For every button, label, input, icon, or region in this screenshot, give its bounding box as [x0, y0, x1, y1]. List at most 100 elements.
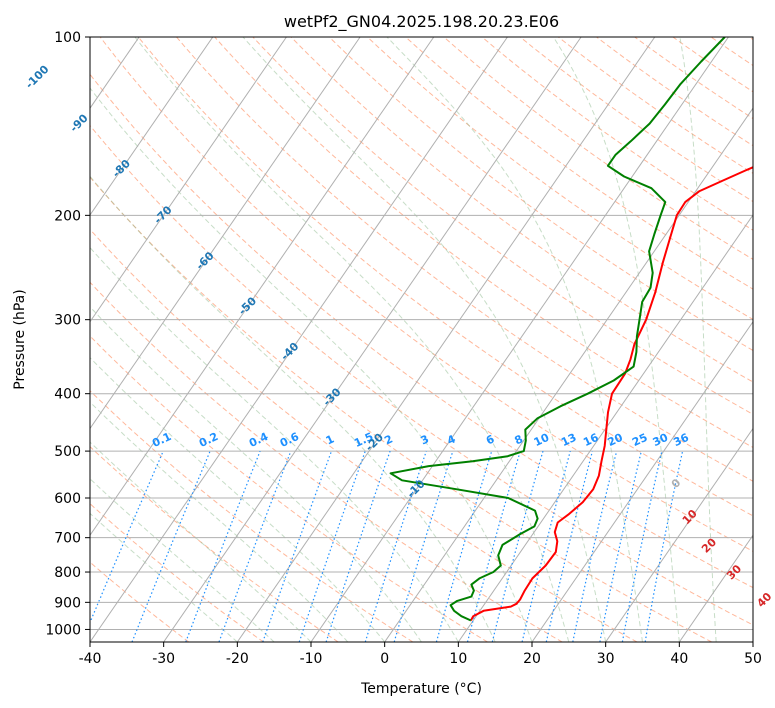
- mixing-ratio-label: 6: [484, 432, 497, 447]
- dry-adiabat: [519, 37, 753, 203]
- dry-adiabat: [596, 37, 753, 147]
- dry-adiabat: [290, 37, 753, 383]
- isotherm-line: [236, 37, 656, 642]
- isotherm-label: -60: [193, 249, 216, 272]
- background-grid: [90, 37, 753, 642]
- mixing-ratio-line: [262, 450, 333, 642]
- isotherm-line: [90, 37, 435, 537]
- x-axis-label: Temperature (°C): [360, 681, 482, 697]
- isotherm-label: -100: [23, 62, 52, 91]
- mixing-ratio-line: [466, 450, 521, 642]
- dry-adiabat: [214, 37, 753, 449]
- isotherm-label: -50: [236, 294, 259, 317]
- isotherm-line: [384, 107, 753, 642]
- x-tick-label: 10: [449, 651, 467, 667]
- axis-ticks: -40 -30 -20 -10 0 10 20 30 40 5010020030040050060…: [45, 30, 762, 667]
- x-tick-label: 50: [744, 651, 762, 667]
- y-tick-label: 200: [54, 208, 81, 224]
- y-tick-label: 700: [54, 531, 81, 547]
- moist-adiabat: [386, 37, 643, 642]
- dry-adiabat: [367, 37, 753, 320]
- mixing-ratio-line: [599, 450, 642, 642]
- isotherm-label: -90: [67, 111, 90, 134]
- y-tick-label: 900: [54, 595, 81, 611]
- plot-frame: [89, 36, 754, 643]
- dry-adiabat: [90, 124, 753, 626]
- isotherm-label: -40: [278, 340, 301, 363]
- mixing-ratio-label: 3: [419, 432, 431, 447]
- dry-adiabat: [672, 37, 753, 93]
- mixing-ratio-line: [521, 450, 571, 642]
- y-tick-label: 100: [54, 30, 81, 46]
- y-axis-label: Pressure (hPa): [12, 289, 28, 389]
- isotherm-line: [457, 214, 753, 642]
- x-tick-label: 20: [523, 651, 541, 667]
- isotherm-line: [531, 320, 753, 642]
- moist-adiabat: [242, 37, 607, 642]
- dry-adiabat: [405, 37, 753, 290]
- x-tick-label: -40: [79, 651, 102, 667]
- isotherm-line: [678, 534, 753, 642]
- mixing-ratio-label: 30: [651, 431, 671, 449]
- mixing-ratio-line: [393, 450, 454, 642]
- moist-adiabat: [90, 87, 533, 642]
- dry-adiabat: [252, 37, 753, 415]
- moist-adiabat: [90, 478, 275, 642]
- mixing-ratio-label: 25: [630, 431, 649, 449]
- mixing-ratio-label: 8: [513, 432, 525, 447]
- moist-adiabat: [90, 306, 422, 642]
- theta-e-label: 0: [669, 476, 684, 491]
- theta-e-label: 40: [754, 590, 774, 610]
- dry-adiabat: [137, 37, 753, 517]
- dry-adiabat: [90, 390, 414, 642]
- isotherm-label: -30: [320, 385, 343, 408]
- moist-adiabat: [90, 356, 386, 642]
- mixing-ratio-label: 20: [605, 431, 625, 449]
- dry-adiabat: [710, 37, 753, 67]
- isotherm-line: [163, 37, 582, 642]
- moist-adiabat: [90, 512, 238, 642]
- mixing-ratio-line: [325, 450, 391, 642]
- chart-title: wetPf2_GN04.2025.198.20.23.E06: [284, 12, 559, 32]
- dry-adiabat: [90, 335, 488, 642]
- mixing-ratio-label: 16: [581, 431, 601, 449]
- moist-adiabat: [90, 246, 459, 642]
- theta-e-label: 30: [724, 562, 744, 582]
- moist-adiabat: [90, 401, 349, 642]
- x-tick-label: 0: [380, 651, 389, 667]
- dry-adiabat: [328, 37, 753, 352]
- mixing-ratio-label: 10: [532, 431, 552, 449]
- dry-adiabat: [90, 228, 638, 642]
- y-tick-label: 300: [54, 313, 81, 329]
- moist-adiabat: [679, 37, 717, 642]
- mixing-ratio-label: 36: [671, 431, 691, 449]
- x-tick-label: 40: [670, 651, 688, 667]
- isotherm-line: [310, 37, 729, 642]
- isotherm-label: -80: [110, 157, 133, 180]
- moist-adiabat: [134, 37, 570, 642]
- mixing-ratio-label: 1: [324, 432, 336, 447]
- mixing-ratio-line: [185, 450, 261, 642]
- y-tick-label: 500: [54, 444, 81, 460]
- mixing-ratio-label: 0.4: [247, 430, 270, 450]
- x-tick-label: -10: [300, 651, 323, 667]
- mixing-ratio-line: [90, 450, 164, 624]
- x-tick-label: -20: [226, 651, 249, 667]
- dry-adiabat: [481, 37, 753, 231]
- profile-lines: [389, 37, 753, 622]
- isotherm-line: [90, 37, 214, 216]
- y-tick-label: 400: [54, 387, 81, 403]
- dry-adiabat: [176, 37, 753, 482]
- mixing-ratio-label: 0.1: [150, 430, 173, 450]
- isotherm-label: -70: [151, 203, 174, 226]
- mixing-ratio-label: 13: [559, 431, 578, 449]
- mixing-ratio-line: [491, 450, 544, 642]
- dry-adiabat: [90, 176, 712, 642]
- x-tick-label: 30: [597, 651, 615, 667]
- mixing-ratio-line: [364, 450, 427, 642]
- dewpoint-profile: [389, 37, 726, 622]
- isotherm-line: [605, 427, 753, 642]
- temperature-profile: [470, 166, 753, 621]
- mixing-ratio-line: [545, 450, 593, 642]
